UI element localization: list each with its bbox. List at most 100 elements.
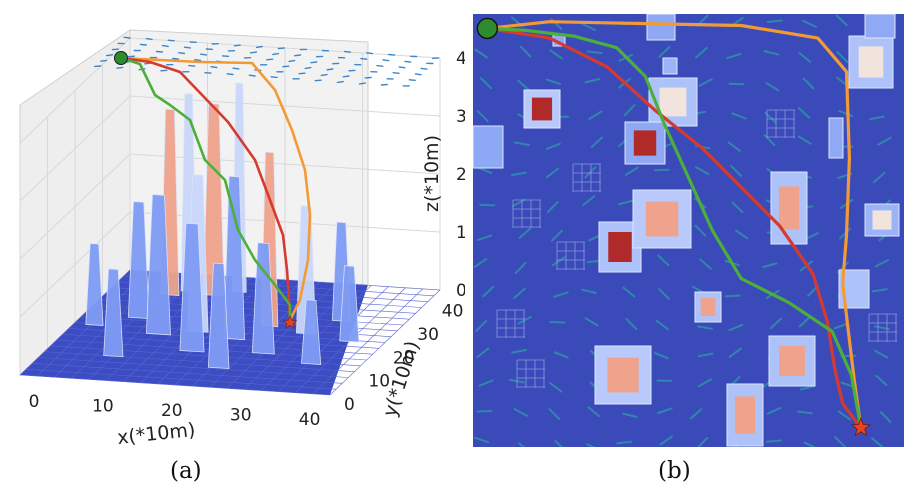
z-tick-label: 40 xyxy=(456,49,465,69)
trajectory-red xyxy=(119,56,292,322)
obstacle-core xyxy=(659,87,687,117)
wind-arrow xyxy=(398,66,406,69)
wind-vector xyxy=(513,287,526,299)
wind-vector xyxy=(798,52,812,63)
wind-vector xyxy=(870,437,884,447)
wind-arrow xyxy=(358,82,366,85)
wind-vector xyxy=(582,195,596,206)
wind-vector xyxy=(511,198,526,208)
wind-arrow xyxy=(116,66,124,69)
start-marker xyxy=(476,17,499,40)
trajectory-green xyxy=(119,56,292,322)
wind-vector xyxy=(554,440,563,447)
wind-vector xyxy=(545,78,561,85)
trajectories-2d xyxy=(485,20,863,430)
wind-vector xyxy=(588,110,603,120)
wind-arrow xyxy=(270,76,278,79)
obstacle-core xyxy=(872,210,892,230)
obstacle-core xyxy=(645,201,679,237)
wind-vector xyxy=(474,48,488,59)
chart-topdown-panel xyxy=(473,14,904,447)
wind-vector xyxy=(586,50,603,54)
wind-vector xyxy=(796,410,813,415)
wind-vector xyxy=(474,436,490,444)
wind-vector xyxy=(586,443,596,447)
wind-vector xyxy=(657,407,673,414)
obstacle-core xyxy=(779,346,805,376)
wind-vector xyxy=(623,104,636,117)
wind-vector xyxy=(653,352,669,360)
wind-vector xyxy=(838,110,854,118)
wind-vector xyxy=(549,321,566,324)
obstacle-block xyxy=(594,345,652,405)
wind-arrow xyxy=(282,65,290,68)
wind-arrow xyxy=(248,74,256,77)
wind-vector xyxy=(766,19,783,23)
wind-arrow xyxy=(183,46,192,49)
wind-vector xyxy=(797,135,812,145)
wind-arrow xyxy=(304,66,312,70)
wind-arrow xyxy=(139,43,147,46)
wind-vector xyxy=(835,14,848,27)
wind-arrow xyxy=(366,52,374,55)
wind-vector xyxy=(473,258,488,268)
wind-vector xyxy=(476,234,493,241)
obstacle-core xyxy=(608,232,632,262)
trajectory-green xyxy=(485,26,863,430)
y-tick-label: 30 xyxy=(417,325,439,345)
trajectory-orange xyxy=(119,56,312,322)
wind-arrow xyxy=(167,39,175,42)
wind-vector xyxy=(475,319,488,332)
obstacle-column xyxy=(127,201,150,319)
wind-vector xyxy=(584,78,601,84)
wind-arrow xyxy=(100,59,108,62)
wind-arrow xyxy=(326,68,334,71)
wind-vector xyxy=(657,254,670,267)
wind-vector xyxy=(728,82,745,86)
wind-vector xyxy=(479,203,496,207)
wind-vector xyxy=(695,47,708,59)
wind-vector xyxy=(799,385,816,391)
wind-vector xyxy=(724,294,741,298)
wind-vector xyxy=(510,171,527,177)
wind-arrow xyxy=(155,50,164,53)
wind-vector xyxy=(548,408,561,421)
wind-vector xyxy=(837,410,851,421)
wind-vector xyxy=(553,351,569,359)
wind-vector xyxy=(879,411,892,423)
wind-vector xyxy=(834,436,847,447)
obstacle-block xyxy=(864,14,896,39)
wind-arrow xyxy=(380,83,388,86)
wind-arrow xyxy=(392,71,400,75)
wind-arrow xyxy=(272,52,280,56)
wind-vector xyxy=(725,53,742,60)
obstacle-core xyxy=(778,186,800,230)
x-axis-label: x(*10m) xyxy=(116,419,196,449)
wind-vector xyxy=(584,166,597,179)
goal-star-marker xyxy=(282,315,298,329)
obstacle-core xyxy=(607,357,639,393)
wind-arrow xyxy=(404,60,412,63)
wind-arrow xyxy=(171,57,180,60)
wind-vector xyxy=(869,115,885,121)
wind-vector xyxy=(655,319,669,331)
wind-arrow xyxy=(298,72,306,75)
wind-arrow xyxy=(277,47,285,50)
wind-vector xyxy=(877,136,892,146)
wind-vector xyxy=(731,112,747,120)
wind-vector xyxy=(624,166,639,176)
caption-b: (b) xyxy=(658,458,691,484)
wind-vector xyxy=(874,258,890,268)
wind-arrow xyxy=(382,59,390,62)
wind-vector xyxy=(659,435,673,446)
obstacles-3d xyxy=(85,82,360,369)
obstacle-column xyxy=(207,262,230,369)
wind-vector xyxy=(517,79,530,91)
obstacle-column xyxy=(145,194,171,336)
wind-vector xyxy=(581,288,597,294)
wind-vector xyxy=(476,410,493,413)
wind-arrow xyxy=(360,57,368,60)
wind-vector xyxy=(697,325,713,330)
wind-vector xyxy=(798,315,811,328)
